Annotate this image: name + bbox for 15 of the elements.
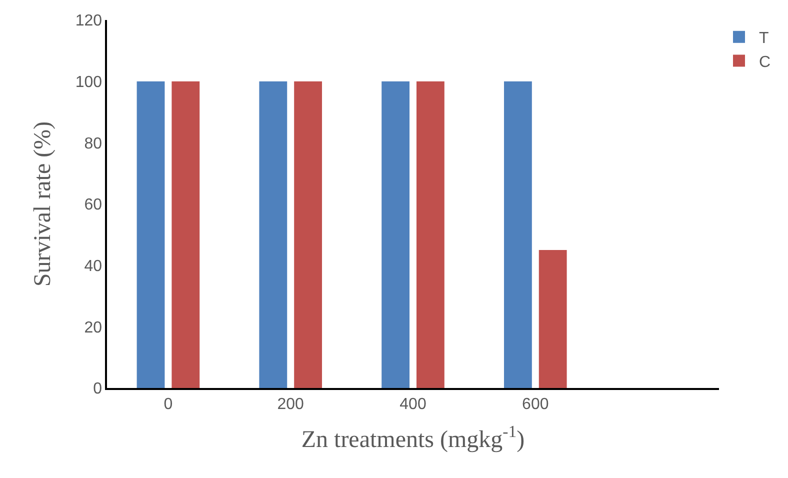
x-tick-label: 600 bbox=[522, 396, 549, 414]
x-tick-label: 0 bbox=[164, 396, 173, 414]
y-tick-label: 120 bbox=[75, 12, 102, 30]
y-tick-label: 80 bbox=[84, 135, 102, 152]
y-tick-label: 100 bbox=[75, 74, 102, 91]
x-axis-title: Zn treatments (mgkg$^{-1}$) bbox=[301, 422, 525, 453]
x-tick-label: 400 bbox=[400, 396, 426, 414]
y-tick-label: 20 bbox=[84, 319, 102, 336]
x-tick-label: 200 bbox=[277, 396, 304, 414]
legend-label: C bbox=[759, 54, 771, 71]
y-tick-label: 0 bbox=[93, 380, 102, 398]
legend-label: T bbox=[759, 30, 769, 48]
y-axis-title: Survival rate (%) bbox=[30, 121, 56, 287]
y-tick-label: 60 bbox=[84, 196, 102, 214]
y-tick-label: 40 bbox=[84, 258, 102, 275]
